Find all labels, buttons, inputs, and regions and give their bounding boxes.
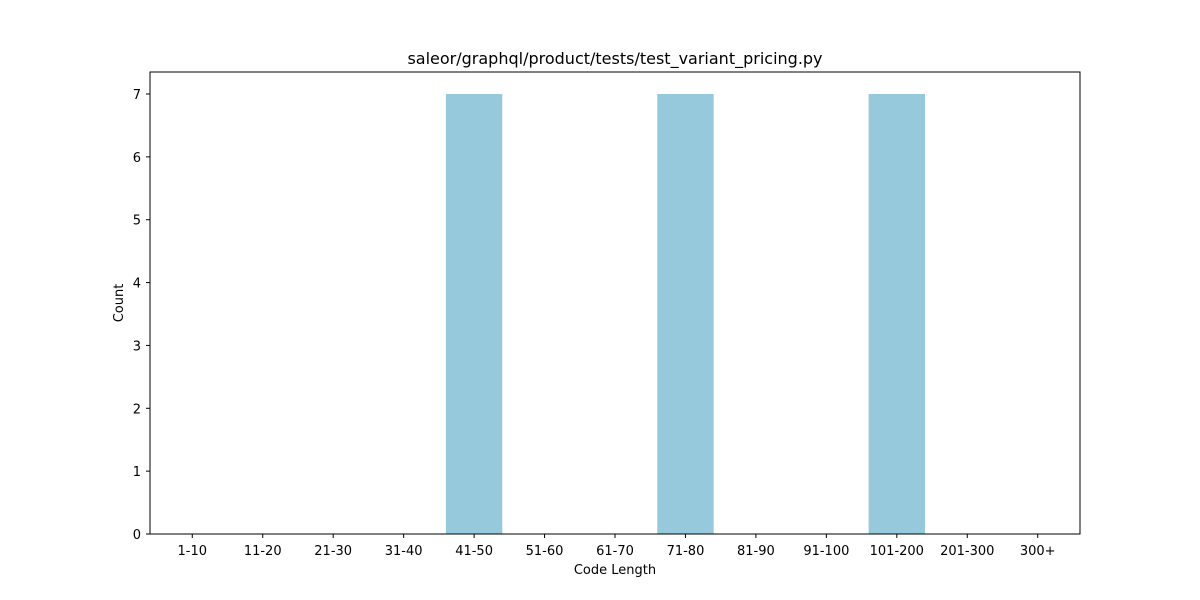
- y-tick-label: 2: [133, 402, 141, 417]
- chart-title: saleor/graphql/product/tests/test_varian…: [407, 49, 822, 69]
- x-tick-label: 11-20: [244, 544, 282, 559]
- y-tick-label: 7: [133, 88, 141, 103]
- bar-71-80: [657, 94, 714, 534]
- bars-group: [445, 94, 925, 534]
- y-tick-label: 5: [133, 214, 141, 229]
- plot-frame: [149, 71, 1081, 535]
- x-tick-label: 61-70: [596, 544, 634, 559]
- x-tick-label: 1-10: [178, 544, 208, 559]
- x-tick-label: 91-100: [803, 544, 849, 559]
- y-tick-label: 0: [133, 528, 141, 543]
- bar-101-200: [868, 94, 925, 534]
- x-tick-label: 300+: [1020, 544, 1056, 559]
- y-tick-label: 1: [133, 465, 141, 480]
- y-tick-label: 4: [133, 277, 141, 292]
- x-axis-label: Code Length: [574, 563, 656, 578]
- x-tick-label: 101-200: [870, 544, 924, 559]
- x-tick-label: 81-90: [737, 544, 775, 559]
- y-axis-label: Count: [112, 284, 127, 323]
- y-tick-label: 3: [133, 339, 141, 354]
- x-tick-label: 201-300: [940, 544, 994, 559]
- bar-41-50: [445, 94, 503, 534]
- x-axis-ticks: 1-10 11-20 21-30 31-40 41-50 51-60 61-70 71-80 8…: [178, 534, 1056, 559]
- x-tick-label: 31-40: [385, 544, 423, 559]
- x-tick-label: 41-50: [455, 544, 493, 559]
- y-axis-ticks: 0 1 2 3 4 5 6 7: [133, 88, 150, 543]
- x-tick-label: 71-80: [667, 544, 705, 559]
- x-tick-label: 51-60: [526, 544, 564, 559]
- x-tick-label: 21-30: [314, 544, 352, 559]
- y-tick-label: 6: [133, 151, 141, 166]
